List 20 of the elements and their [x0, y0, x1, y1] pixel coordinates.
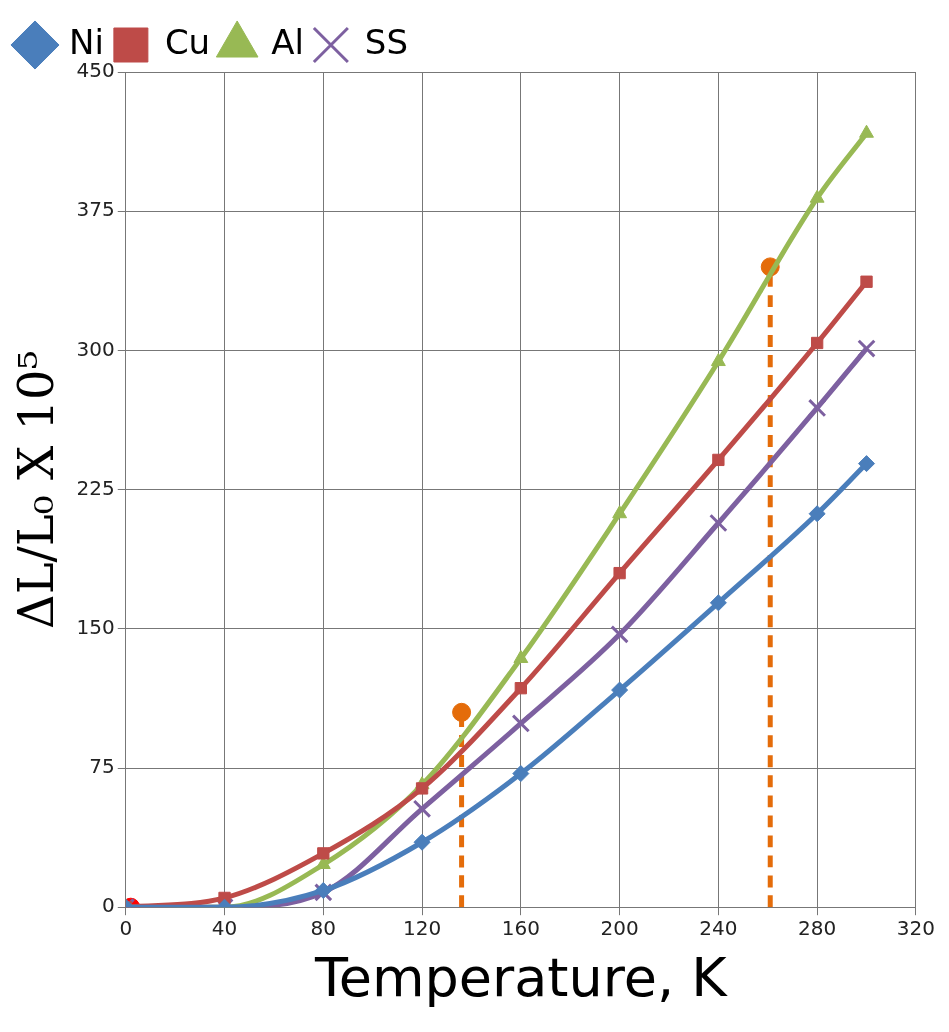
y-tick-label: 375: [76, 197, 115, 222]
x-tick-label: 320: [896, 916, 936, 941]
legend-label: Al: [271, 21, 304, 62]
x-tick-label: 80: [310, 916, 337, 941]
x-tick-label: 280: [798, 916, 837, 941]
y-tick-label: 300: [76, 336, 115, 361]
x-tick-label: 160: [501, 916, 540, 941]
x-tick-label: 0: [119, 916, 133, 941]
x-tick-label: 40: [211, 916, 238, 941]
legend-label: Cu: [164, 21, 211, 62]
y-tick-label: 150: [76, 615, 115, 639]
x-tick-label: 120: [402, 916, 442, 941]
legend-label: SS: [364, 21, 409, 62]
y-tick-label: 0: [102, 893, 115, 918]
y-tick-label: 225: [76, 475, 115, 500]
x-axis-title: Temperature, K: [313, 945, 729, 1009]
x-tick-label: 240: [699, 916, 738, 941]
y-tick-label: 75: [89, 754, 115, 779]
y-axis-title: ΔL/L₀ X 10⁵: [8, 350, 65, 630]
x-tick-label: 200: [600, 916, 639, 941]
